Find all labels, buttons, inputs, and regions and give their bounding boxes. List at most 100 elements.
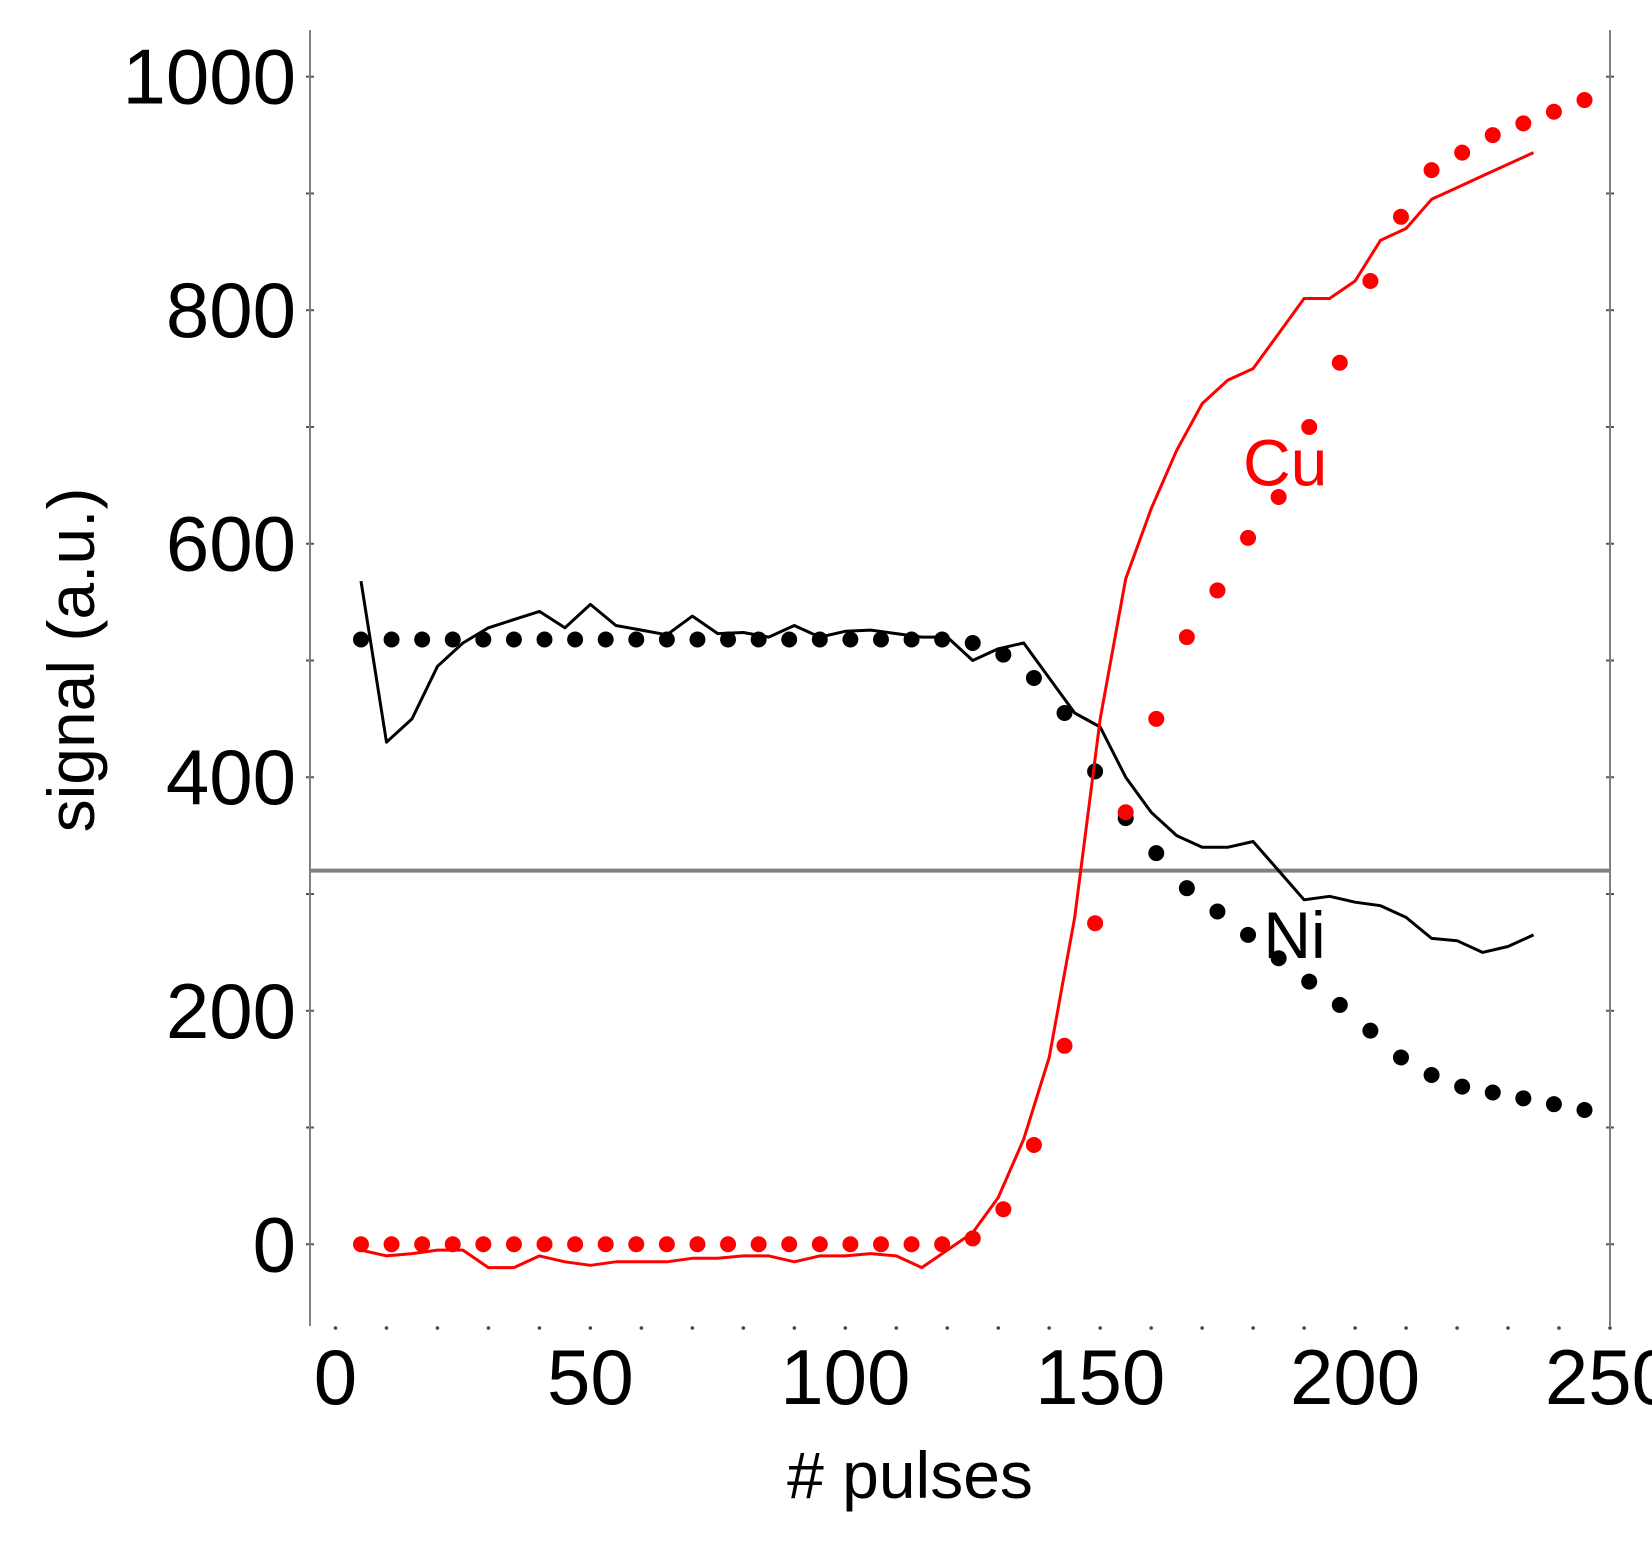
- ni-fit-point: [1148, 845, 1165, 862]
- cu-fit-point: [536, 1236, 553, 1253]
- x-axis-minor-dot: [486, 1326, 491, 1330]
- x-axis-minor-dot: [1353, 1326, 1357, 1330]
- y-axis-title: signal (a.u.): [34, 488, 108, 833]
- ni-fit-point: [1454, 1078, 1471, 1095]
- x-tick-label: 200: [1290, 1333, 1420, 1421]
- ni-fit-point: [842, 631, 859, 648]
- cu-fit-point: [750, 1236, 767, 1253]
- cu-fit-point: [1392, 208, 1409, 225]
- cu-fit-point: [1454, 144, 1471, 161]
- ni-fit-point: [1178, 880, 1195, 897]
- ni-fit-point: [1087, 763, 1104, 780]
- x-axis-minor-dot: [1251, 1326, 1255, 1330]
- y-tick-label: 200: [166, 967, 296, 1055]
- ni-fit-point: [1423, 1066, 1440, 1083]
- ni-fit-point: [1025, 670, 1042, 686]
- x-axis-minor-dot: [945, 1326, 950, 1330]
- x-axis-minor-dot: [792, 1326, 797, 1330]
- axes: [309, 30, 1611, 1326]
- ni-fit-point: [658, 631, 675, 648]
- x-axis-minor-dot: [1455, 1326, 1459, 1330]
- ni-fit-point: [1209, 903, 1226, 920]
- x-axis-minor-dot: [894, 1326, 899, 1330]
- cu-fit-point: [964, 1230, 981, 1247]
- cu-fit-point: [1301, 418, 1318, 435]
- cu-fit-point: [383, 1236, 400, 1253]
- x-axis-minor-dot: [1404, 1326, 1408, 1330]
- cu-fit-point: [628, 1236, 645, 1253]
- plot-background: [306, 75, 1614, 1330]
- cu-fit-point: [1576, 92, 1593, 109]
- cu-fit-point: [1056, 1037, 1073, 1054]
- x-axis-minor-dot: [1098, 1326, 1102, 1330]
- cu-label: Cu: [1243, 425, 1327, 499]
- ni-fit-point: [1545, 1096, 1562, 1113]
- cu-fit-point: [1025, 1137, 1042, 1154]
- ni-fit-point: [383, 631, 400, 648]
- cu-fit-point: [1117, 804, 1134, 821]
- ni-fit-point: [352, 631, 369, 648]
- x-axis-minor-dot: [843, 1326, 848, 1330]
- cu-fit-point: [1209, 582, 1226, 599]
- ni-fit-point: [934, 631, 951, 648]
- cu-fit-point: [475, 1236, 492, 1253]
- ni-fit-point: [1331, 996, 1348, 1013]
- x-tick-label: 100: [780, 1333, 910, 1421]
- x-axis-minor-dot: [639, 1326, 644, 1330]
- cu-fit-point: [505, 1236, 522, 1253]
- cu-fit-point: [934, 1236, 951, 1253]
- ni-fit-point: [781, 631, 798, 648]
- x-axis-minor-dot: [333, 1326, 338, 1330]
- y-tick-label: 800: [166, 266, 296, 354]
- cu-fit-point: [811, 1236, 828, 1253]
- y-tick-label: 1000: [122, 33, 296, 121]
- ni-fit-point: [1576, 1102, 1593, 1118]
- x-axis-title: # pulses: [787, 1438, 1033, 1512]
- cu-fit-point: [1331, 354, 1348, 371]
- cu-fit-point: [352, 1236, 369, 1253]
- y-tick-label: 0: [253, 1200, 296, 1288]
- x-axis-minor-dot: [384, 1326, 389, 1330]
- ni-fit-point: [444, 631, 461, 648]
- x-axis-minor-dot: [996, 1326, 1001, 1330]
- cu-fit-point: [597, 1236, 614, 1253]
- annotations: Cu Ni: [1243, 425, 1327, 972]
- ni-fit-point: [964, 634, 981, 651]
- ni-fit-point: [567, 631, 584, 648]
- cu-fit-point: [658, 1236, 675, 1253]
- cu-fit-point: [1423, 162, 1440, 179]
- x-axis-minor-dot: [537, 1326, 542, 1330]
- x-tick-label: 250: [1545, 1333, 1652, 1421]
- ni-fit-point: [414, 631, 431, 648]
- x-axis-minor-dot: [1506, 1326, 1510, 1330]
- cu-fit-point: [1270, 489, 1287, 506]
- ni-fit-point: [811, 631, 828, 648]
- y-tick-label: 400: [166, 733, 296, 821]
- cu-fit-point: [567, 1236, 584, 1253]
- y-tick-label: 600: [166, 500, 296, 588]
- ni-fit-point: [628, 631, 645, 648]
- ni-fit-point: [995, 646, 1012, 663]
- ni-fit-point: [689, 631, 706, 648]
- cu-fit-point: [903, 1236, 920, 1253]
- ni-fit-point: [720, 631, 737, 648]
- x-axis-minor-dot: [1149, 1326, 1153, 1330]
- cu-fit-point: [720, 1236, 737, 1253]
- x-axis-minor-dot: [1608, 1326, 1612, 1330]
- x-axis-minor-dot: [588, 1326, 593, 1330]
- cu-fit-point: [444, 1236, 461, 1253]
- x-axis-minor-dot: [1200, 1326, 1204, 1330]
- cu-fit-point: [872, 1236, 889, 1253]
- cu-fit-point: [1087, 915, 1104, 932]
- ni-fit-point: [1362, 1022, 1379, 1039]
- x-axis-minor-dot: [690, 1326, 695, 1330]
- ni-fit-point: [1240, 926, 1257, 943]
- cu-fit-point: [1515, 115, 1532, 132]
- ni-fit-point: [1301, 973, 1318, 990]
- ni-fit-point: [903, 631, 920, 648]
- ni-fit-point: [1484, 1084, 1501, 1101]
- cu-fit-point: [781, 1236, 798, 1253]
- cu-fit-point: [1178, 629, 1195, 646]
- ni-fit-point: [536, 631, 553, 648]
- ni-label: Ni: [1263, 898, 1325, 972]
